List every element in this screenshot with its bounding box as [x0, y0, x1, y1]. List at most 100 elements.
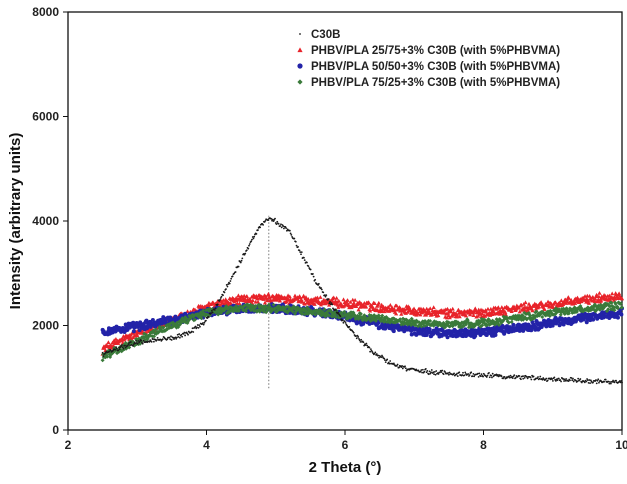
data-point	[376, 300, 381, 305]
data-point	[584, 320, 589, 325]
data-point	[141, 342, 144, 345]
data-point	[271, 218, 274, 221]
data-point	[358, 311, 363, 316]
data-point	[553, 376, 556, 379]
data-point	[334, 315, 339, 320]
data-point	[210, 312, 213, 314]
data-point	[174, 336, 177, 339]
data-point	[363, 304, 369, 309]
data-point	[488, 376, 491, 379]
data-point	[199, 316, 204, 321]
data-point	[476, 313, 481, 318]
data-point	[523, 375, 525, 378]
data-point	[585, 380, 588, 383]
data-point	[551, 379, 554, 382]
data-point	[398, 366, 400, 369]
data-point	[203, 321, 206, 324]
data-point	[156, 336, 159, 339]
data-point	[517, 309, 522, 314]
data-point	[185, 309, 190, 314]
data-point	[392, 306, 397, 311]
data-point	[437, 373, 440, 375]
data-point	[331, 295, 336, 300]
data-point	[205, 319, 207, 322]
data-point	[386, 305, 391, 310]
data-point	[101, 351, 104, 354]
data-point	[285, 227, 288, 229]
data-point	[291, 235, 293, 238]
series-2	[100, 290, 625, 356]
data-point	[567, 380, 570, 383]
data-point	[419, 370, 422, 373]
data-point	[121, 344, 123, 346]
data-point	[341, 319, 344, 321]
data-point	[599, 298, 604, 303]
data-point	[532, 375, 535, 378]
data-point	[227, 283, 230, 286]
data-point	[509, 315, 514, 320]
data-point	[597, 290, 602, 295]
data-point	[328, 302, 331, 305]
data-point	[401, 365, 403, 367]
data-point	[244, 294, 250, 299]
data-point	[618, 301, 623, 306]
data-point	[424, 368, 427, 370]
data-point	[559, 298, 564, 303]
data-point	[388, 362, 391, 365]
legend-label: PHBV/PLA 75/25+3% C30B (with 5%PHBVMA)	[311, 77, 560, 89]
data-point	[344, 321, 347, 324]
data-point	[533, 324, 538, 329]
data-point	[357, 336, 360, 338]
data-point	[615, 315, 620, 320]
data-point	[534, 309, 539, 314]
data-point	[168, 336, 171, 339]
data-point	[523, 300, 528, 305]
data-point	[369, 350, 372, 353]
data-point	[420, 369, 423, 371]
data-point	[484, 309, 489, 314]
legend-marker	[297, 63, 303, 69]
data-point	[118, 348, 121, 351]
data-point	[303, 259, 306, 262]
data-point	[407, 305, 412, 310]
data-point	[491, 308, 496, 313]
data-point	[297, 245, 299, 248]
data-point	[432, 371, 435, 374]
data-point	[386, 358, 389, 361]
data-point	[470, 371, 473, 374]
data-point	[284, 299, 289, 304]
data-point	[137, 340, 140, 342]
data-point	[473, 333, 478, 338]
data-point	[267, 219, 270, 221]
data-point	[603, 380, 606, 383]
data-point	[425, 371, 428, 374]
data-point	[313, 312, 318, 317]
data-point	[428, 319, 433, 324]
data-point	[502, 377, 505, 380]
data-point	[330, 302, 333, 305]
data-point	[476, 372, 479, 375]
data-point	[117, 349, 120, 352]
data-point	[371, 351, 374, 353]
data-point	[232, 299, 237, 304]
data-point	[140, 339, 143, 342]
data-point	[285, 229, 288, 232]
data-point	[539, 375, 542, 378]
data-point	[613, 302, 618, 307]
data-point	[155, 339, 158, 341]
data-point	[589, 382, 591, 385]
data-point	[394, 311, 399, 316]
data-point	[152, 334, 157, 339]
data-point	[127, 343, 130, 345]
data-point	[491, 376, 493, 379]
data-point	[131, 329, 136, 334]
data-point	[530, 308, 535, 313]
data-point	[607, 380, 610, 383]
data-point	[300, 251, 303, 254]
data-point	[248, 244, 250, 247]
x-axis-title: 2 Theta (°)	[309, 459, 382, 476]
data-point	[247, 247, 250, 250]
data-point	[257, 229, 259, 231]
data-point	[456, 375, 459, 377]
data-point	[517, 305, 522, 310]
